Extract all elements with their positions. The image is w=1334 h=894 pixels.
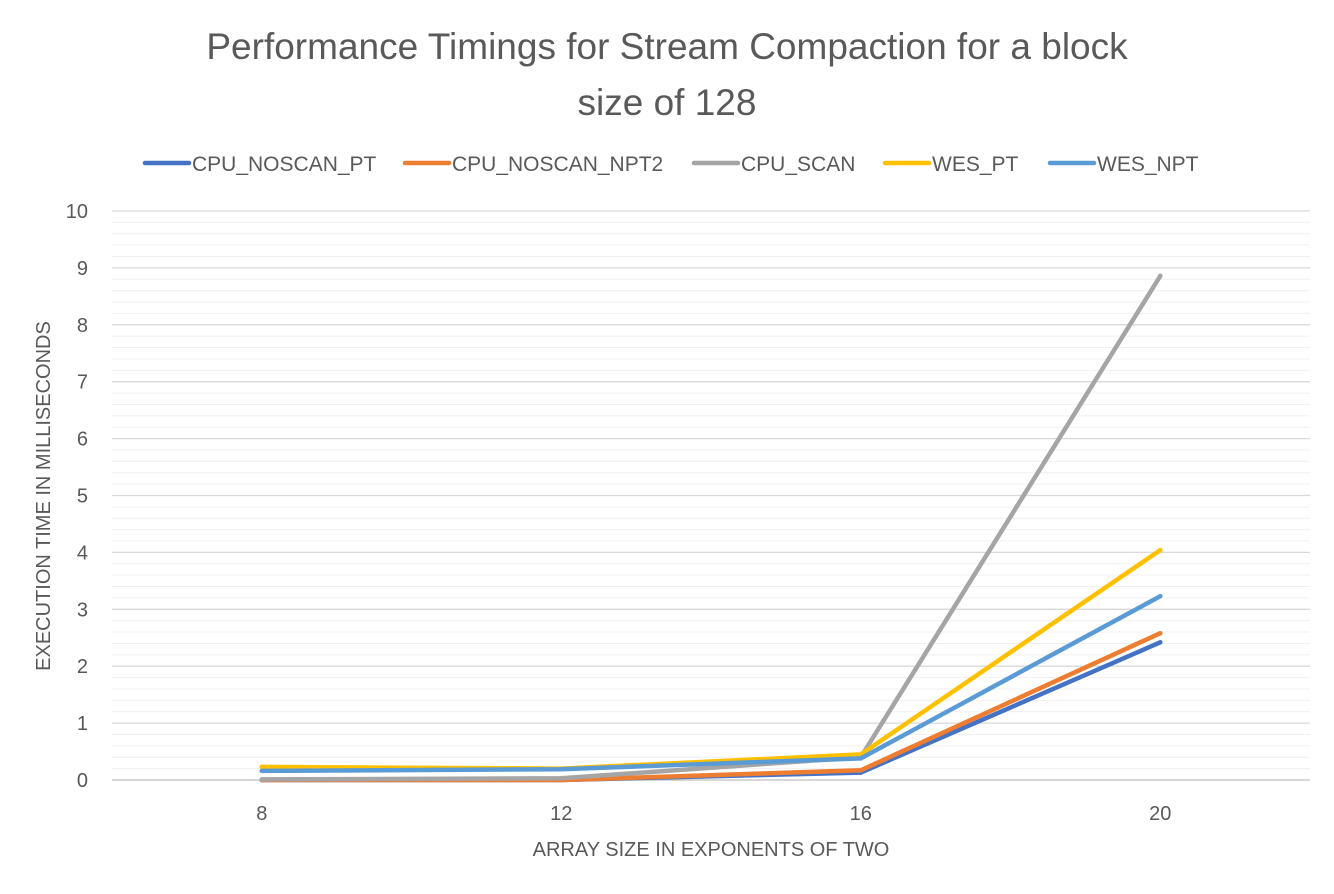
chart-title-line-1: Performance Timings for Stream Compactio…: [206, 26, 1128, 67]
chart-title-line-2: size of 128: [578, 82, 757, 123]
y-tick-label: 0: [77, 770, 88, 792]
y-tick-label: 9: [77, 258, 88, 280]
x-axis-title: ARRAY SIZE IN EXPONENTS OF TWO: [533, 839, 890, 861]
legend-label: WES_NPT: [1097, 153, 1199, 176]
y-tick-label: 10: [66, 201, 88, 223]
legend-label: WES_PT: [932, 153, 1019, 176]
data-point: [858, 768, 863, 773]
series-lines: [259, 273, 1163, 783]
series-line-wes-pt: [259, 547, 1163, 771]
data-point: [259, 768, 264, 774]
data-point: [1158, 630, 1163, 636]
data-point: [1158, 273, 1163, 279]
data-point: [1158, 594, 1163, 599]
data-point: [1158, 640, 1163, 645]
series-line-wes-npt: [259, 593, 1163, 774]
y-tick-label: 1: [77, 713, 88, 735]
x-tick-label: 12: [550, 803, 572, 825]
x-tick-label: 16: [850, 803, 872, 825]
y-tick-label: 6: [77, 429, 88, 451]
x-tick-label: 20: [1149, 803, 1171, 825]
data-point: [259, 777, 264, 782]
data-point: [559, 776, 564, 781]
data-point: [259, 764, 264, 770]
y-axis-ticks: 0 1 2 3 4 5 6 7 8 9 10: [66, 201, 88, 792]
x-axis-ticks: 8 12 16 20: [256, 803, 1171, 825]
data-point: [559, 766, 564, 772]
x-tick-label: 8: [256, 803, 267, 825]
y-tick-label: 3: [77, 599, 88, 621]
y-tick-label: 8: [77, 315, 88, 337]
y-tick-label: 4: [77, 542, 88, 564]
series-line-cpu-scan: [259, 273, 1163, 782]
legend: CPU_NOSCAN_PT CPU_NOSCAN_NPT2 CPU_SCAN WES_…: [142, 153, 1199, 176]
y-tick-label: 5: [77, 486, 88, 508]
y-tick-label: 7: [77, 372, 88, 394]
legend-label: CPU_SCAN: [741, 153, 855, 176]
grid: [112, 210, 1310, 781]
y-axis-title: EXECUTION TIME IN MILLISECONDS: [33, 321, 55, 671]
legend-label: CPU_NOSCAN_PT: [192, 153, 377, 176]
data-point: [1158, 547, 1163, 553]
legend-label: CPU_NOSCAN_NPT2: [452, 153, 663, 176]
data-point: [858, 756, 863, 761]
y-tick-label: 2: [77, 656, 88, 678]
